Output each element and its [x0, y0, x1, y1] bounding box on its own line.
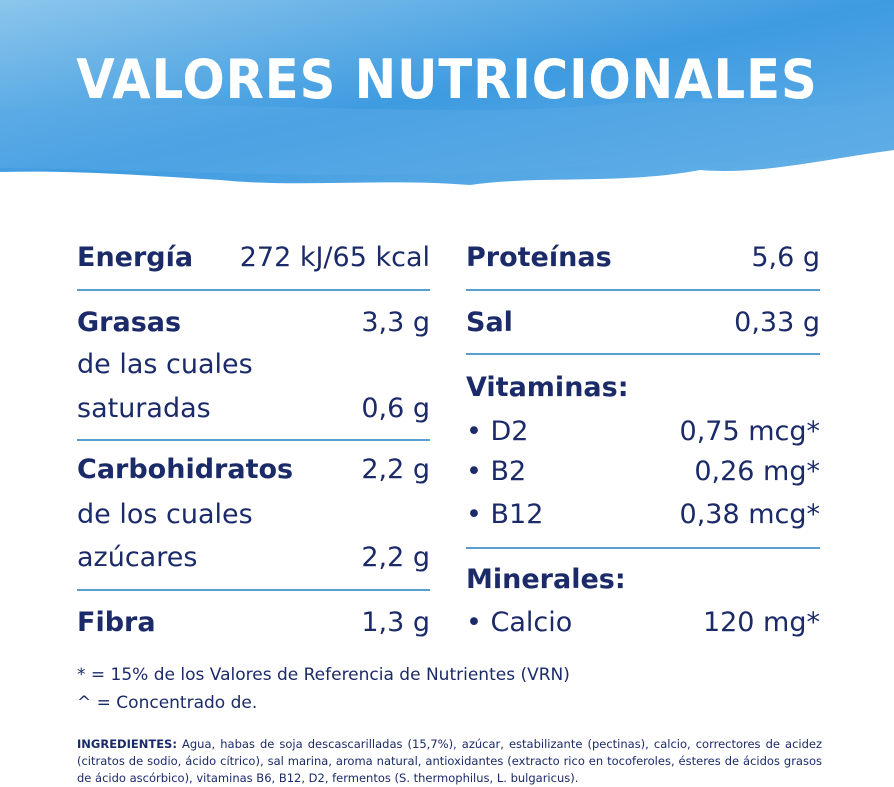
label: • D2: [466, 416, 529, 447]
value: 120 mg*: [702, 607, 820, 638]
ingredients-label: INGREDIENTES:: [77, 737, 177, 751]
title: VALORES NUTRICIONALES: [76, 48, 818, 111]
value: 272 kJ/65 kcal: [239, 242, 430, 273]
label: Proteínas: [466, 242, 612, 273]
header-background: [0, 0, 894, 185]
sub-label: saturadas: [77, 393, 211, 424]
label: • Calcio: [466, 607, 573, 638]
ingredients: INGREDIENTES: Agua, habas de soja descas…: [77, 736, 822, 787]
value: 0,75 mcg*: [679, 416, 820, 447]
label: • B2: [466, 456, 527, 487]
value: 2,2 g: [361, 542, 430, 573]
footnote: * = 15% de los Valores de Referencia de …: [77, 665, 570, 685]
divider: [77, 589, 430, 591]
sub-label: de las cuales: [77, 349, 253, 380]
divider: [466, 353, 820, 355]
label: Grasas: [77, 307, 182, 338]
value: 0,6 g: [361, 393, 430, 424]
section-title: Vitaminas:: [466, 372, 629, 403]
section-title: Minerales:: [466, 564, 626, 595]
value: 2,2 g: [361, 454, 430, 485]
label: Fibra: [77, 607, 156, 638]
divider: [466, 547, 820, 549]
value: 0,38 mcg*: [679, 499, 820, 530]
value: 3,3 g: [361, 307, 430, 338]
value: 5,6 g: [751, 242, 820, 273]
value: 1,3 g: [361, 607, 430, 638]
sub-label: azúcares: [77, 542, 198, 573]
sub-label: de los cuales: [77, 499, 253, 530]
label: • B12: [466, 499, 544, 530]
label: Energía: [77, 242, 194, 273]
label: Sal: [466, 307, 513, 338]
value: 0,26 mg*: [694, 456, 820, 487]
footnote: ^ = Concentrado de.: [77, 693, 258, 713]
divider: [77, 439, 430, 441]
value: 0,33 g: [734, 307, 820, 338]
label: Carbohidratos: [77, 454, 294, 485]
divider: [77, 289, 430, 291]
divider: [466, 289, 820, 291]
ingredients-text: Agua, habas de soja descascarilladas (15…: [77, 737, 823, 785]
